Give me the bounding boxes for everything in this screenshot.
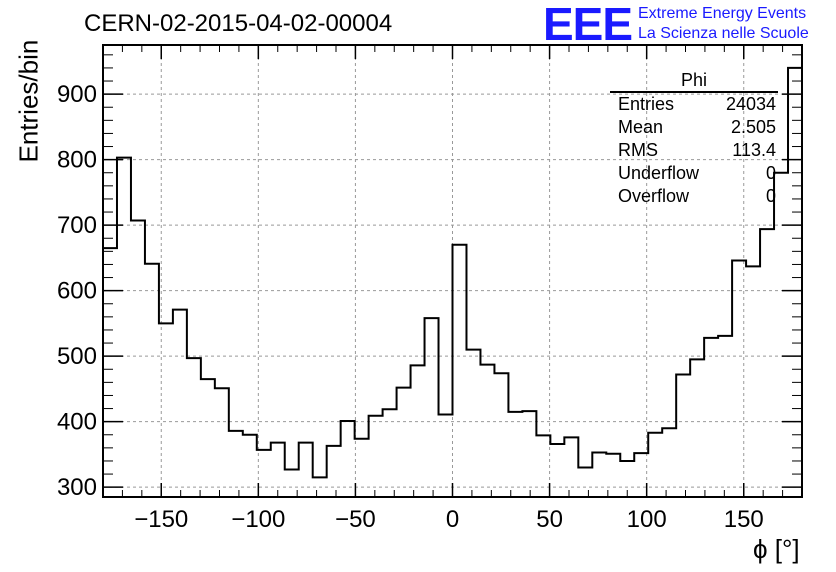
histogram-bin bbox=[536, 435, 550, 497]
histogram-bin bbox=[494, 373, 508, 497]
stats-label: Entries bbox=[618, 94, 675, 114]
histogram-bin bbox=[439, 414, 453, 497]
stats-label: Mean bbox=[618, 117, 664, 137]
stats-box: Phi Entries 24034 Mean 2.505 RMS 113.4 U… bbox=[610, 70, 778, 208]
histogram-bin bbox=[774, 173, 788, 497]
x-axis-label: ϕ [°] bbox=[753, 534, 800, 564]
stats-label: Underflow bbox=[618, 163, 700, 183]
stats-row-entries: Entries 24034 bbox=[610, 93, 778, 116]
stats-label: Overflow bbox=[618, 186, 690, 206]
logo-line-1: Extreme Energy Events bbox=[638, 5, 807, 22]
histogram-series bbox=[103, 66, 802, 497]
x-tick-label: 150 bbox=[724, 506, 764, 533]
histogram-bin bbox=[159, 323, 173, 497]
histogram-bin bbox=[480, 365, 494, 497]
histogram-bin bbox=[788, 68, 802, 497]
histogram-line bbox=[103, 66, 802, 479]
histogram-bin bbox=[453, 245, 467, 497]
histogram-bin bbox=[411, 365, 425, 497]
x-tick-label: −150 bbox=[134, 506, 188, 533]
histogram-bin bbox=[564, 437, 578, 497]
histogram-bin bbox=[201, 379, 215, 497]
histogram-bin bbox=[606, 454, 620, 497]
histogram-bin bbox=[466, 350, 480, 497]
x-tick-label: 100 bbox=[627, 506, 667, 533]
histogram-bin bbox=[676, 375, 690, 497]
histogram-bin bbox=[760, 229, 774, 497]
stats-row-overflow: Overflow 0 bbox=[610, 185, 778, 208]
histogram-bin bbox=[704, 338, 718, 497]
y-tick-label: 700 bbox=[57, 212, 97, 239]
x-tick-label: −50 bbox=[335, 506, 376, 533]
stats-row-underflow: Underflow 0 bbox=[610, 162, 778, 185]
x-tick-label: −100 bbox=[231, 506, 285, 533]
histogram-bin bbox=[299, 443, 313, 497]
y-tick-label: 900 bbox=[57, 81, 97, 108]
histogram-bin bbox=[145, 264, 159, 497]
histogram-bin bbox=[369, 416, 383, 497]
x-tick-labels: −150 −100 −50 0 50 100 150 bbox=[134, 506, 764, 533]
histogram-bin bbox=[522, 411, 536, 497]
stats-label: RMS bbox=[618, 140, 658, 160]
y-tick-label: 600 bbox=[57, 278, 97, 305]
histogram-bin bbox=[425, 318, 439, 497]
x-tick-label: 50 bbox=[536, 506, 563, 533]
histogram-bin bbox=[355, 439, 369, 497]
stats-value: 0 bbox=[765, 186, 776, 206]
stats-title: Phi bbox=[610, 70, 778, 93]
histogram-bin bbox=[508, 412, 522, 497]
eee-logo: EEE bbox=[543, 0, 633, 50]
y-tick-labels: 300 400 500 600 700 800 900 bbox=[57, 81, 97, 501]
run-title: CERN-02-2015-04-02-00004 bbox=[84, 10, 393, 37]
histogram-bin bbox=[690, 359, 704, 497]
histogram-bin bbox=[746, 266, 760, 497]
stats-value: 0 bbox=[765, 163, 776, 183]
y-tick-label: 500 bbox=[57, 343, 97, 370]
axis-ticks bbox=[102, 45, 803, 497]
histogram-bin bbox=[718, 336, 732, 497]
histogram-bin bbox=[285, 469, 299, 497]
stats-value: 24034 bbox=[725, 94, 776, 114]
y-tick-label: 300 bbox=[57, 474, 97, 501]
stats-row-rms: RMS 113.4 bbox=[610, 139, 778, 162]
histogram-bin bbox=[592, 452, 606, 497]
y-tick-label: 800 bbox=[57, 147, 97, 174]
stats-value: 2.505 bbox=[730, 117, 776, 137]
stats-value: 113.4 bbox=[732, 140, 776, 160]
histogram-bin bbox=[327, 446, 341, 497]
histogram-bin bbox=[550, 444, 564, 497]
histogram-bin bbox=[215, 388, 229, 497]
histogram-bin bbox=[383, 409, 397, 497]
stats-row-mean: Mean 2.505 bbox=[610, 116, 778, 139]
histogram-bin bbox=[173, 310, 187, 497]
histogram-bin bbox=[103, 248, 117, 497]
histogram-bin bbox=[397, 388, 411, 497]
histogram-bin bbox=[271, 443, 285, 497]
histogram-bin bbox=[341, 421, 355, 497]
y-axis-label: Entries/bin bbox=[13, 39, 44, 163]
y-tick-label: 400 bbox=[57, 409, 97, 436]
histogram-bin bbox=[131, 221, 145, 497]
x-tick-label: 0 bbox=[446, 506, 459, 533]
histogram-bin bbox=[187, 358, 201, 497]
logo-line-2: La Scienza nelle Scuole bbox=[638, 25, 809, 42]
histogram-bin bbox=[578, 468, 592, 497]
histogram-bin bbox=[117, 158, 131, 497]
